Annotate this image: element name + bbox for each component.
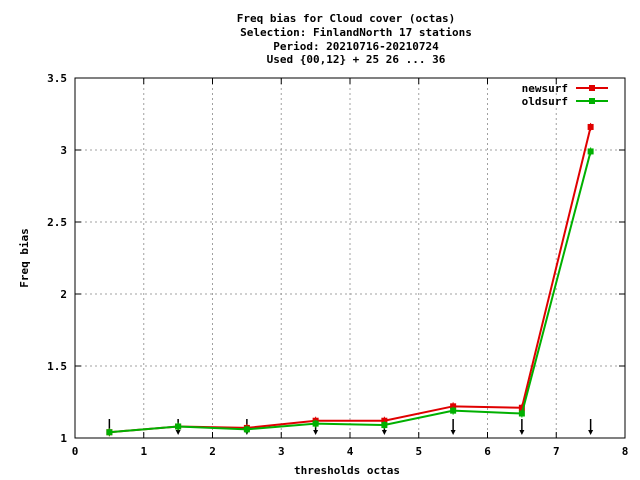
legend-item-oldsurf: oldsurf [522, 95, 608, 108]
data-series [106, 122, 594, 437]
y-tick-label: 1.5 [47, 360, 67, 373]
y-tick-label: 2 [60, 288, 67, 301]
threshold-arrow [519, 419, 525, 435]
legend-label: newsurf [522, 82, 568, 95]
legend-marker [589, 85, 595, 91]
x-tick-label: 3 [278, 445, 285, 458]
chart-title: Freq bias for Cloud cover (octas) Select… [237, 12, 472, 66]
x-axis-label: thresholds octas [294, 464, 400, 477]
data-point [587, 122, 594, 131]
x-tick-label: 7 [553, 445, 560, 458]
x-tick-label: 8 [622, 445, 629, 458]
data-point [243, 425, 250, 434]
data-point [312, 419, 319, 428]
x-tick-label: 6 [484, 445, 491, 458]
data-point [518, 409, 525, 418]
y-tick-labels: 1 1.5 2 2.5 3 3.5 [47, 72, 67, 445]
x-tick-label: 4 [347, 445, 354, 458]
data-point [381, 421, 388, 430]
threshold-arrow [450, 419, 456, 435]
title-line-3: Period: 20210716-20210724 [273, 40, 439, 53]
x-tick-label: 1 [140, 445, 147, 458]
data-point [106, 428, 113, 437]
threshold-arrow [588, 419, 594, 435]
x-tick-label: 2 [209, 445, 216, 458]
title-line-1: Freq bias for Cloud cover (octas) [237, 12, 456, 25]
data-point [450, 406, 457, 415]
x-tick-labels: 0 1 2 3 4 5 6 7 8 [72, 445, 629, 458]
series-line [109, 151, 592, 434]
y-tick-label: 3.5 [47, 72, 67, 85]
title-line-4: Used {00,12} + 25 26 ... 36 [267, 53, 446, 66]
y-tick-label: 2.5 [47, 216, 67, 229]
x-tick-label: 5 [415, 445, 422, 458]
legend-item-newsurf: newsurf [522, 82, 608, 95]
grid [75, 78, 625, 438]
data-point [587, 147, 594, 156]
data-point [175, 422, 182, 431]
x-tick-label: 0 [72, 445, 79, 458]
legend-label: oldsurf [522, 95, 568, 108]
title-line-2: Selection: FinlandNorth 17 stations [240, 26, 472, 39]
y-tick-label: 3 [60, 144, 67, 157]
plot-frame [74, 77, 626, 439]
y-tick-label: 1 [60, 432, 67, 445]
legend-marker [589, 98, 595, 104]
series-oldsurf [106, 147, 594, 437]
y-axis-label: Freq bias [18, 228, 31, 288]
